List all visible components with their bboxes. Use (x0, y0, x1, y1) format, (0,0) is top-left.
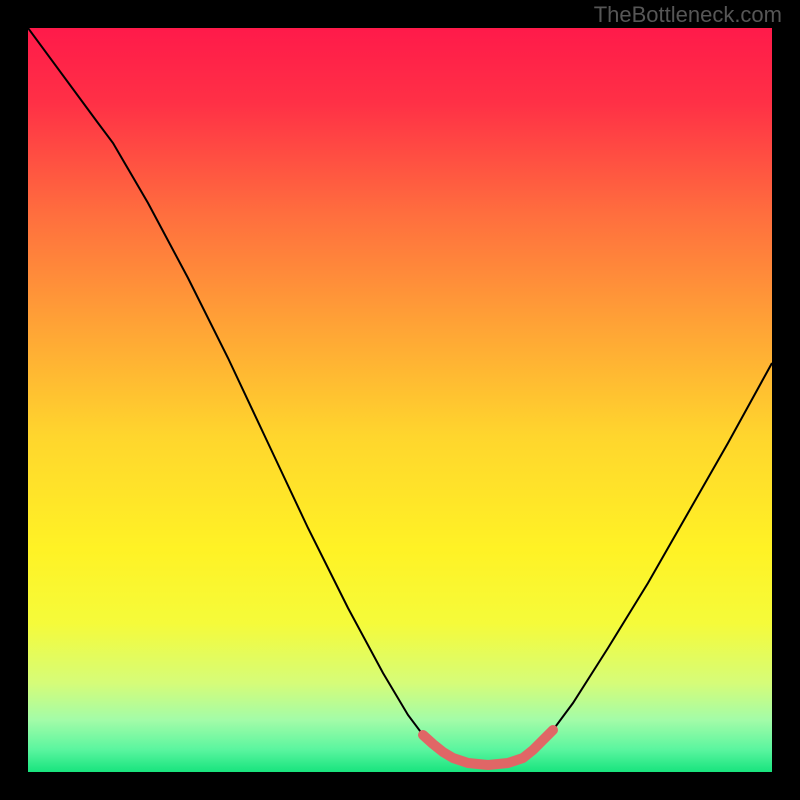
bottleneck-chart (28, 28, 772, 772)
chart-background (28, 28, 772, 772)
chart-svg (28, 28, 772, 772)
watermark-text: TheBottleneck.com (594, 2, 782, 28)
